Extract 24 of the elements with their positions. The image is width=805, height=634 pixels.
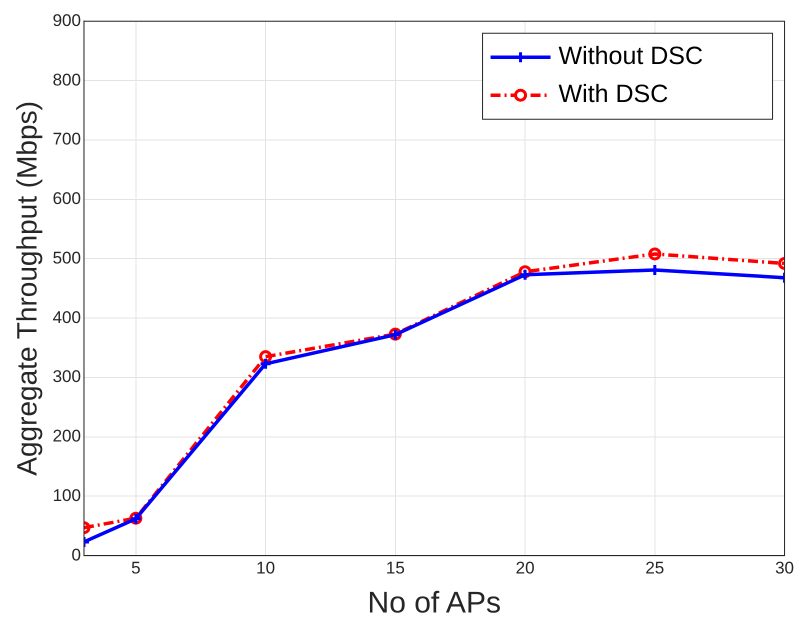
- y-tick-label: 200: [52, 426, 81, 446]
- y-tick-label: 300: [52, 367, 81, 386]
- y-tick-label: 800: [52, 70, 81, 90]
- legend-label: Without DSC: [558, 42, 704, 70]
- y-tick-label: 400: [52, 308, 81, 327]
- y-tick-label: 100: [52, 486, 81, 505]
- point: [259, 357, 272, 370]
- legend-label: With DSC: [558, 80, 668, 108]
- x-tick-label: 15: [386, 558, 405, 578]
- x-tick-label: 5: [131, 558, 141, 578]
- point: [518, 268, 532, 282]
- y-axis-title: Aggregate Throughput (Mbps): [12, 101, 43, 476]
- point: [259, 350, 272, 364]
- y-tick-label: 600: [52, 189, 81, 208]
- x-axis-title: No of APs: [368, 586, 501, 620]
- x-tick-label: 25: [645, 558, 664, 578]
- y-tick-label: 0: [71, 545, 81, 564]
- y-tick-label: 500: [52, 248, 81, 268]
- y-tick-label: 900: [52, 10, 81, 30]
- x-tick-label: 10: [256, 558, 276, 578]
- x-tick-label: 30: [775, 558, 794, 578]
- point: [648, 247, 662, 260]
- x-tick-label: 20: [516, 558, 535, 578]
- y-tick-label: 700: [52, 130, 81, 149]
